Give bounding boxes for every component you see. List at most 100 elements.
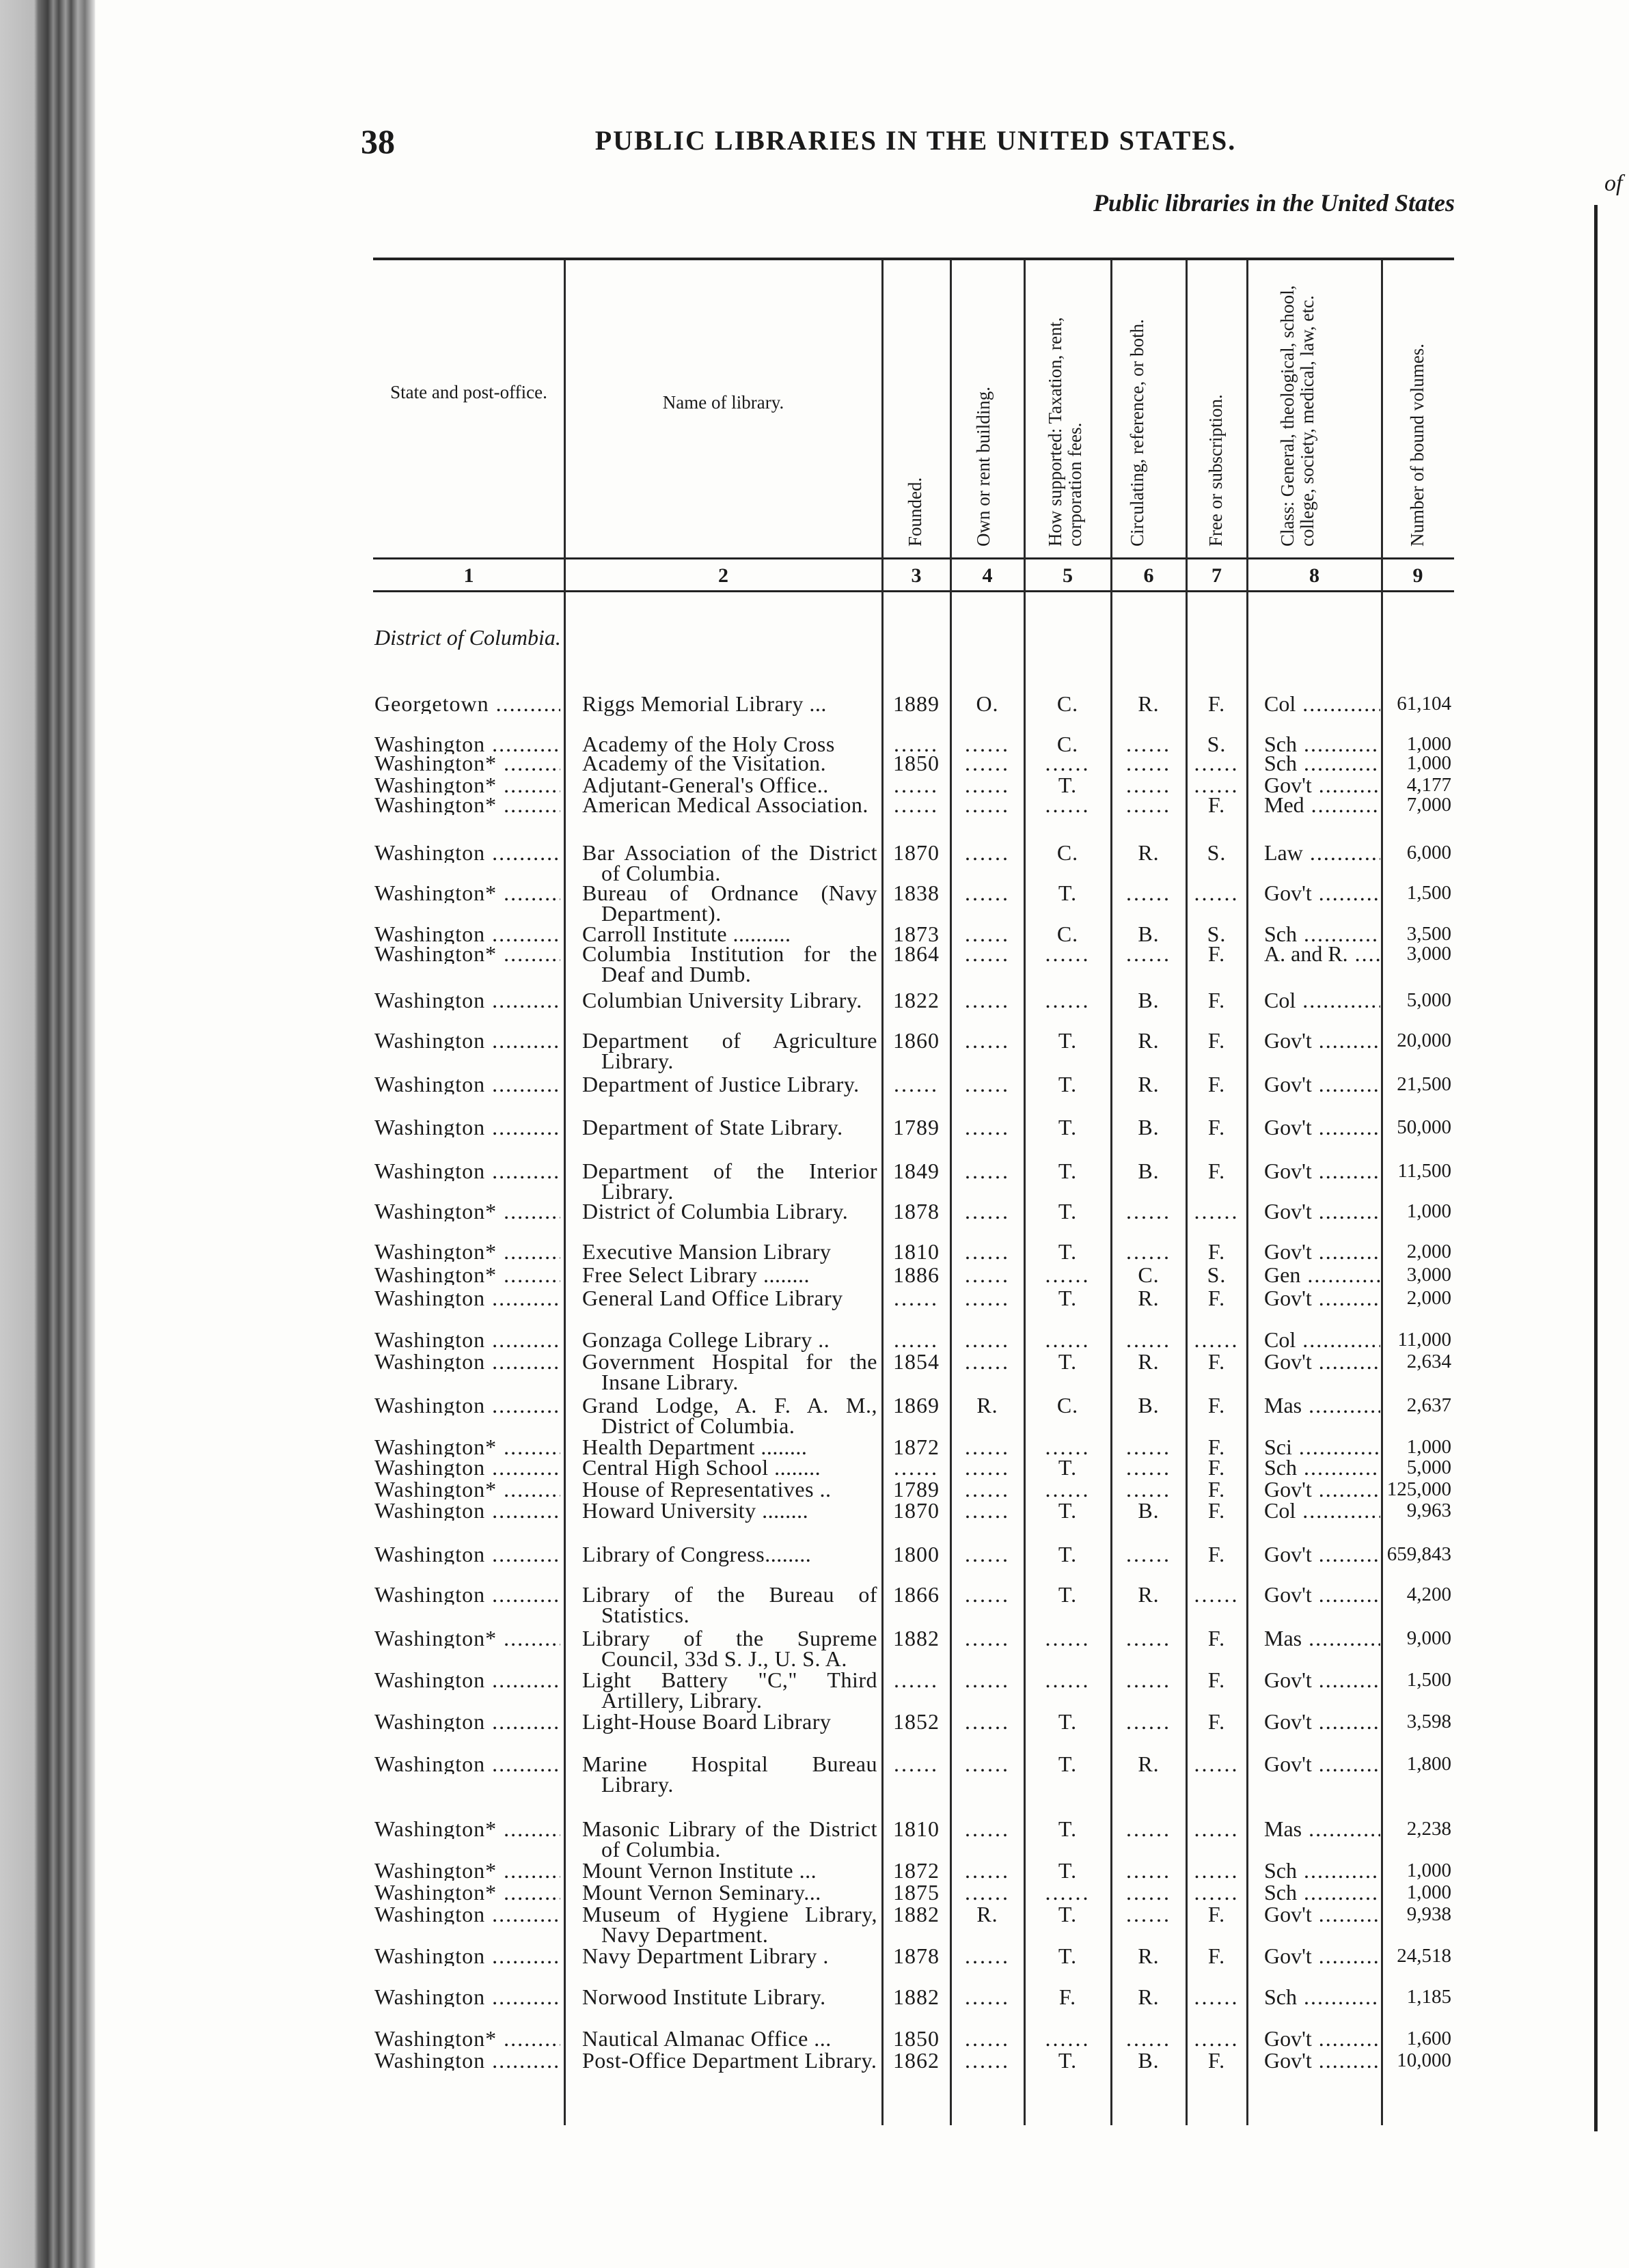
volumes-cell: 20,000 (1397, 1029, 1451, 1051)
founded-cell: 1850 (893, 751, 940, 775)
founded-cell: 1870 (893, 840, 940, 865)
library-name-cell: Adjutant-General's Office.. (582, 773, 829, 797)
support-cell: T. (1058, 1752, 1078, 1776)
free-cell (1188, 1882, 1246, 1903)
post-office-cell: Washington (374, 1946, 560, 1966)
post-office-cell: Washington (374, 1030, 560, 1051)
class-cell: Col (1264, 693, 1380, 714)
header-founded: Founded. (905, 477, 925, 547)
post-office-cell: Washington (374, 990, 560, 1010)
free-cell: F. (1207, 1902, 1226, 1926)
own-cell (952, 1670, 1023, 1690)
post-office-cell: Washington* (374, 1201, 560, 1221)
free-cell: F. (1207, 2048, 1226, 2073)
support-cell: F. (1058, 1984, 1077, 2009)
support-cell: T. (1058, 1286, 1078, 1310)
support-cell: T. (1058, 881, 1078, 905)
support-cell: T. (1058, 1709, 1078, 1734)
library-name-cell: Light Battery "C," Third Artillery, Libr… (582, 1668, 877, 1713)
volumes-cell: 11,500 (1397, 1160, 1451, 1182)
library-name-cell: Gonzaga College Library .. (582, 1327, 830, 1352)
post-office-cell: Washington (374, 1329, 560, 1350)
post-office-cell: Washington* (374, 794, 560, 815)
class-cell: Gov't (1264, 1030, 1380, 1051)
class-cell: Gov't (1264, 2028, 1380, 2049)
post-office-cell: Washington (374, 1584, 560, 1605)
class-cell: Gov't (1264, 1117, 1380, 1137)
volumes-cell: 21,500 (1397, 1073, 1451, 1095)
class-cell: Gov't (1264, 1670, 1380, 1690)
class-cell: Gov't (1264, 1479, 1380, 1499)
library-name-cell: Nautical Almanac Office ... (582, 2026, 832, 2051)
class-cell: Gov't (1264, 1904, 1380, 1924)
volumes-cell: 1,500 (1406, 882, 1451, 904)
circ-cell (1112, 1711, 1185, 1732)
free-cell: F. (1207, 1393, 1226, 1418)
class-cell: Gov't (1264, 1754, 1380, 1774)
library-name-cell: Bar Association of the District of Colum… (582, 840, 877, 885)
column-rule (881, 260, 884, 2125)
free-cell (1188, 1201, 1246, 1221)
library-name-cell: General Land Office Library (582, 1286, 843, 1310)
post-office-cell: Washington (374, 1074, 560, 1094)
column-number: 8 (1309, 564, 1319, 587)
free-cell: S. (1207, 840, 1227, 865)
free-cell: F. (1207, 1115, 1226, 1139)
post-office-cell: Washington (374, 924, 560, 944)
own-cell (952, 1946, 1023, 1966)
own-cell (952, 1987, 1023, 2007)
support-cell: T. (1058, 1199, 1078, 1223)
library-name-cell: Norwood Institute Library. (582, 1984, 826, 2009)
column-rule (1110, 260, 1112, 2125)
own-cell (952, 1479, 1023, 1499)
own-cell (952, 883, 1023, 903)
own-cell (952, 1500, 1023, 1521)
post-office-cell: Washington (374, 1904, 560, 1924)
volumes-cell: 1,800 (1406, 1753, 1451, 1775)
circ-cell (1112, 1241, 1185, 1262)
circ-cell: B. (1138, 988, 1160, 1012)
header-how-supported: How supported: Taxation, rent, corporati… (1045, 317, 1085, 547)
support-cell: T. (1058, 1072, 1078, 1096)
library-name-cell: Library of Congress........ (582, 1542, 812, 1566)
class-cell: Gov't (1264, 1288, 1380, 1308)
founded-cell: 1882 (893, 1902, 940, 1926)
founded-cell: 1878 (893, 1199, 940, 1223)
volumes-cell: 1,000 (1406, 752, 1451, 774)
library-name-cell: Central High School ........ (582, 1455, 821, 1480)
library-name-cell: Grand Lodge, A. F. A. M., District of Co… (582, 1393, 877, 1438)
facing-page-rule (1594, 205, 1598, 2131)
table-subtitle: Public libraries in the United States (1093, 189, 1455, 217)
founded-cell: 1789 (893, 1477, 940, 1502)
library-name-cell: Department of Agriculture Library. (582, 1028, 877, 1073)
column-number: 6 (1143, 564, 1154, 587)
free-cell: F. (1207, 1028, 1226, 1053)
free-cell: F. (1207, 1435, 1226, 1459)
founded-cell: 1864 (893, 941, 940, 966)
class-cell: Sci (1264, 1437, 1380, 1457)
support-cell (1026, 943, 1110, 964)
class-cell: Gov't (1264, 1711, 1380, 1732)
free-cell (1188, 1860, 1246, 1881)
support-cell: T. (1058, 1858, 1078, 1883)
class-cell: Mas (1264, 1818, 1380, 1839)
circ-cell: C. (1138, 1262, 1160, 1287)
support-cell (1026, 1479, 1110, 1499)
free-cell: F. (1207, 1944, 1226, 1968)
column-number: 9 (1412, 564, 1423, 587)
library-name-cell: Mount Vernon Seminary... (582, 1880, 821, 1905)
own-cell (952, 1711, 1023, 1732)
founded-cell (884, 1288, 949, 1308)
post-office-cell: Washington* (374, 2028, 560, 2049)
library-name-cell: Mount Vernon Institute ... (582, 1858, 817, 1883)
library-name-cell: Library of the Supreme Council, 33d S. J… (582, 1626, 877, 1671)
volumes-cell: 3,000 (1406, 943, 1451, 965)
own-cell (952, 1818, 1023, 1839)
free-cell (1188, 1754, 1246, 1774)
own-cell (952, 1264, 1023, 1285)
own-cell: O. (976, 691, 999, 716)
column-number: 5 (1063, 564, 1073, 587)
column-number: 7 (1212, 564, 1222, 587)
free-cell: F. (1207, 1349, 1226, 1374)
post-office-cell: Washington* (374, 883, 560, 903)
